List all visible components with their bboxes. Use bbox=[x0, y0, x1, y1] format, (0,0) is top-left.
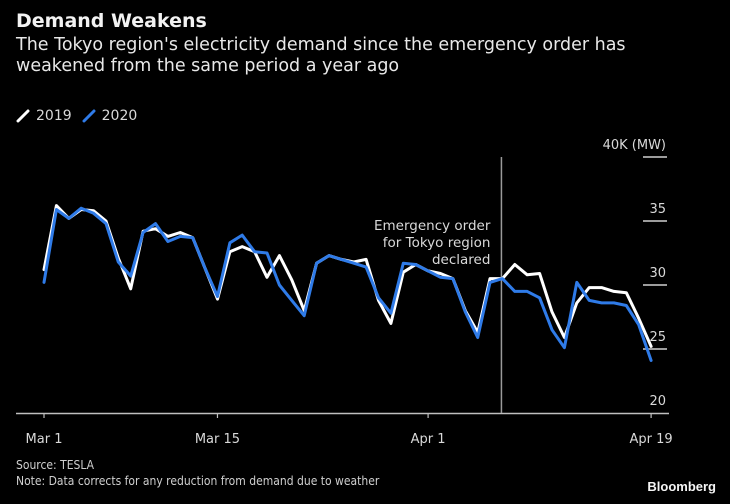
y-tick-label: 40K (MW) bbox=[603, 138, 666, 153]
annotation-text: Emergency order bbox=[374, 218, 491, 234]
y-tick-label: 20 bbox=[649, 394, 666, 409]
data-note: Note: Data corrects for any reduction fr… bbox=[16, 474, 380, 488]
x-tick-label: Apr 1 bbox=[411, 432, 446, 447]
legend-item-2019: 2019 bbox=[16, 108, 72, 124]
annotation-text: declared bbox=[432, 252, 490, 268]
x-tick-label: Mar 1 bbox=[26, 432, 63, 447]
y-tick-label: 35 bbox=[649, 202, 666, 217]
chart-title: Demand Weakens bbox=[16, 10, 207, 32]
legend: 2019 2020 bbox=[16, 108, 147, 124]
x-tick-label: Mar 15 bbox=[195, 432, 240, 447]
legend-item-2020: 2020 bbox=[82, 108, 138, 124]
x-tick-label: Apr 19 bbox=[630, 432, 673, 447]
y-tick-label: 30 bbox=[649, 266, 666, 281]
chart-subtitle: The Tokyo region's electricity demand si… bbox=[16, 35, 626, 76]
series-line-2020 bbox=[42, 206, 653, 362]
source-note: Source: TESLA bbox=[16, 458, 95, 472]
legend-label: 2020 bbox=[101, 108, 138, 124]
series-line-2019 bbox=[42, 204, 653, 348]
line-swatch-icon bbox=[82, 109, 96, 123]
legend-label: 2019 bbox=[36, 108, 72, 124]
y-tick-label: 25 bbox=[649, 330, 666, 345]
annotation-text: for Tokyo region bbox=[383, 235, 491, 251]
bloomberg-logo: Bloomberg bbox=[647, 479, 716, 494]
line-swatch-icon bbox=[16, 109, 30, 123]
